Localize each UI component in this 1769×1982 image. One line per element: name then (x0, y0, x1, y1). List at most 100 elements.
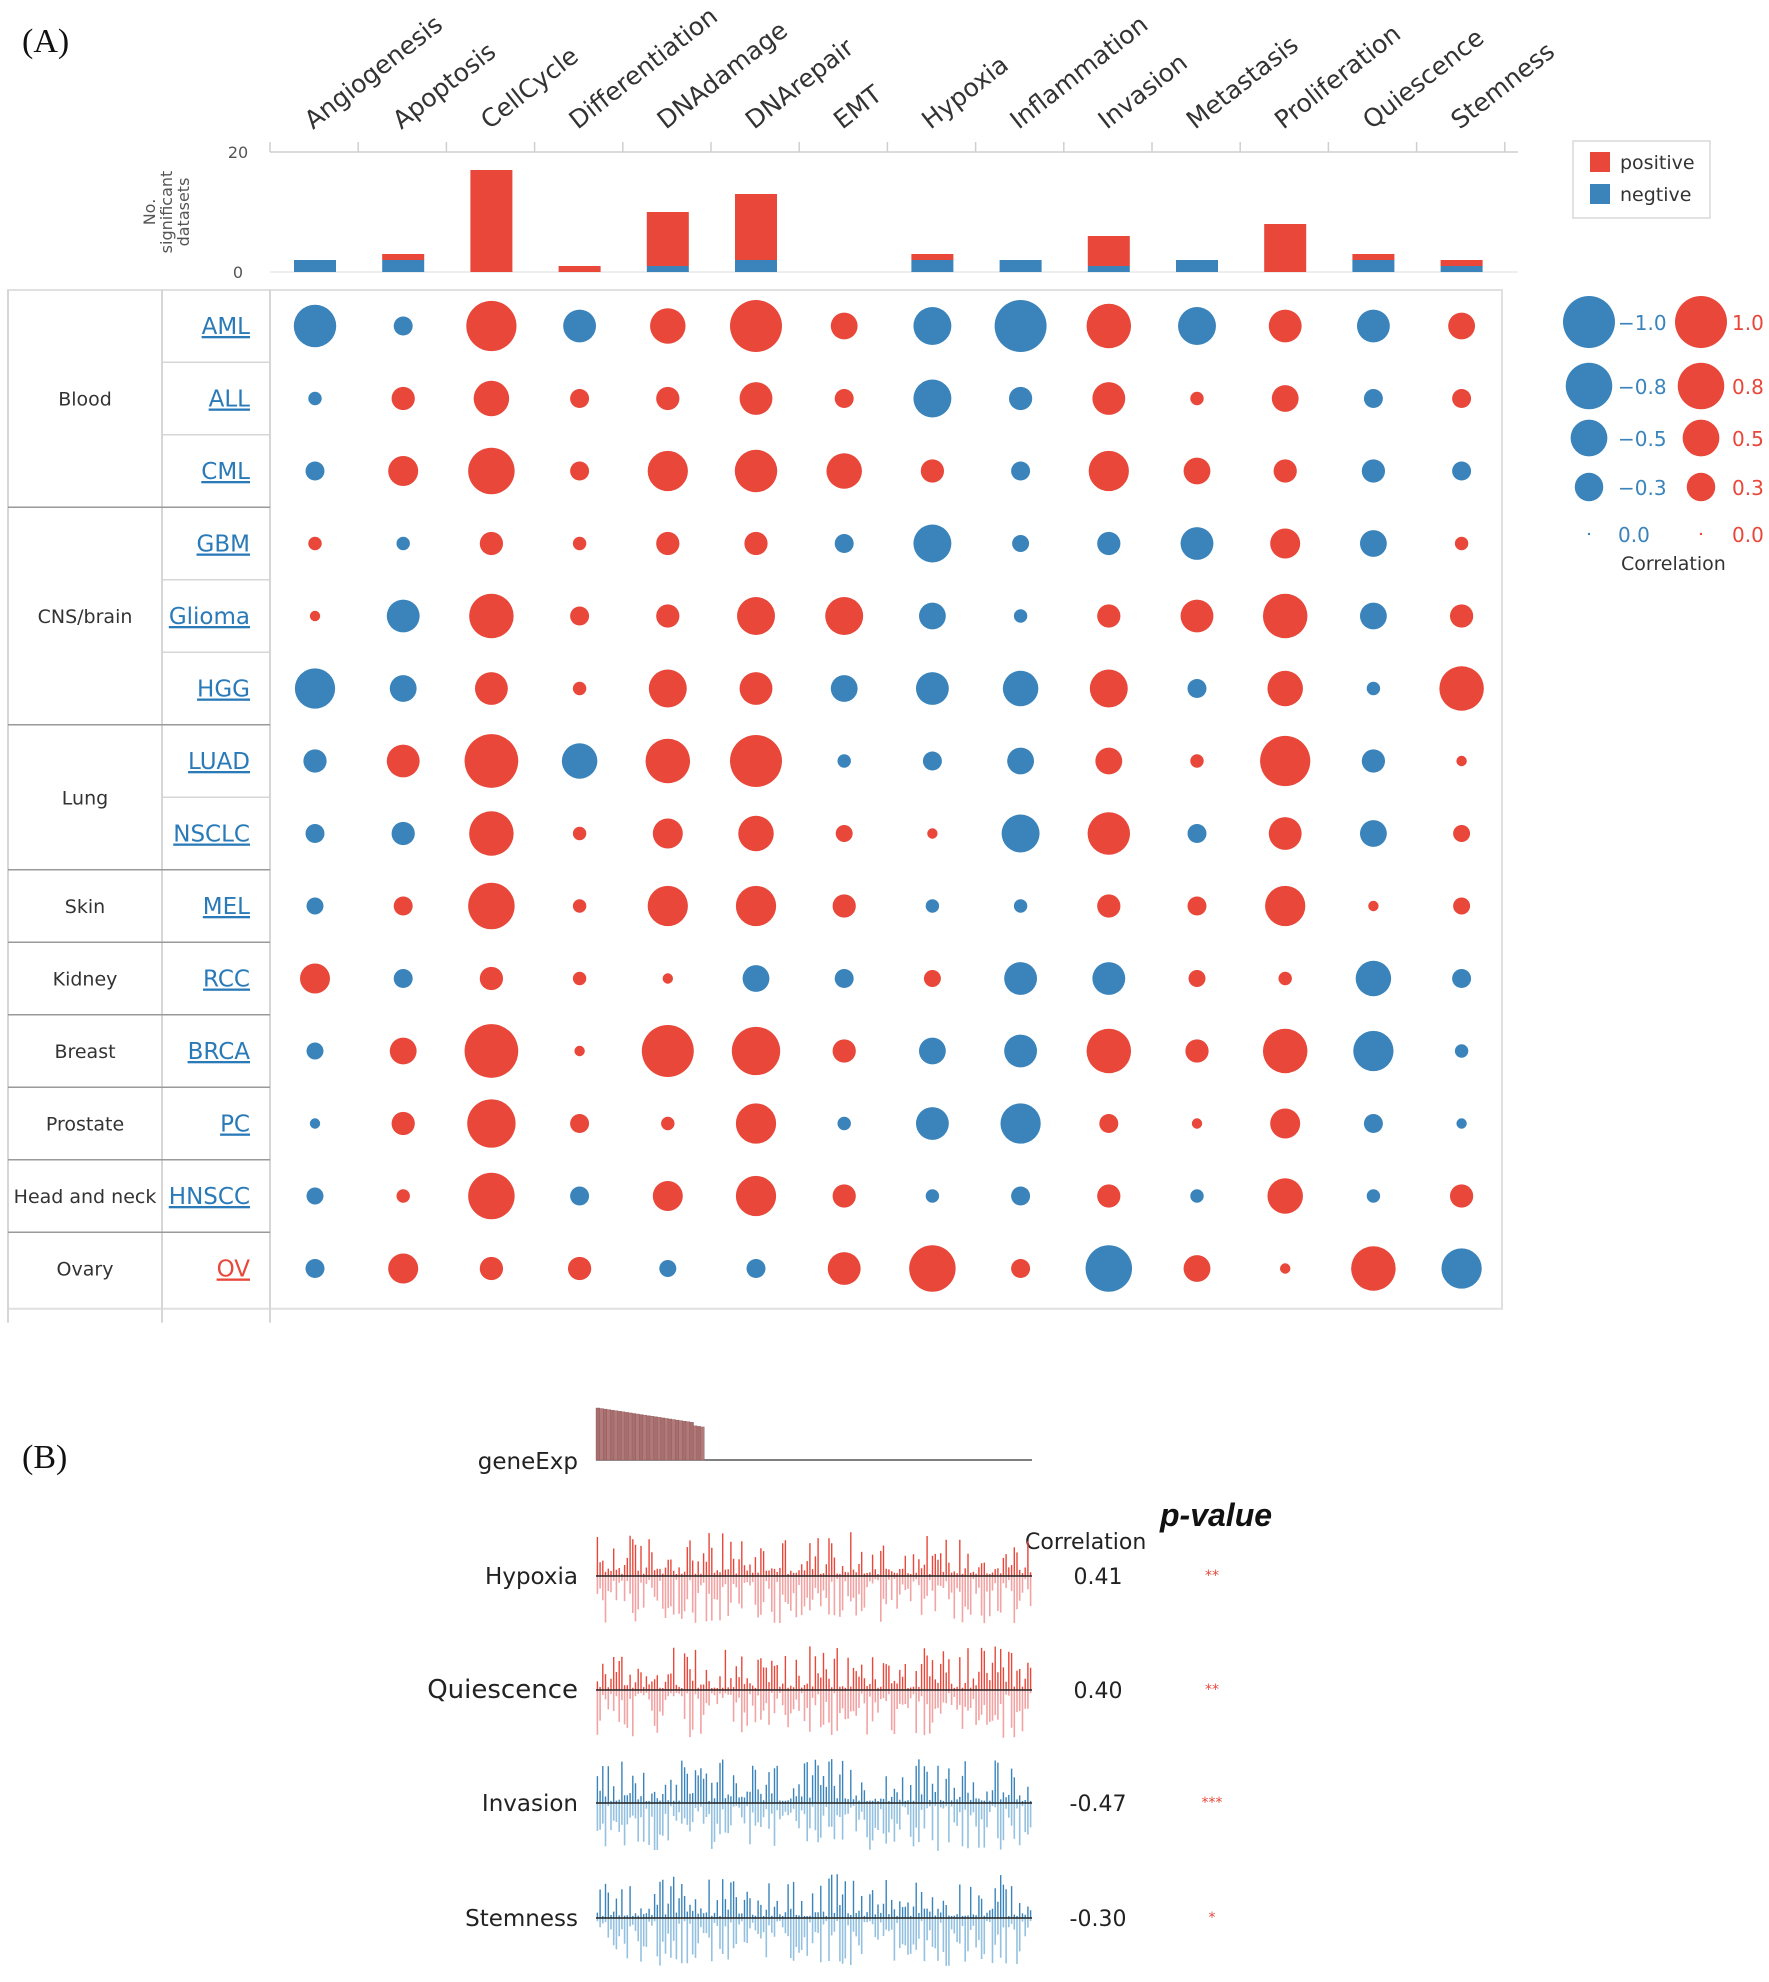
bubble-rcc-dnarepair (742, 965, 770, 992)
bubble-rcc-emt (834, 969, 854, 988)
gene-expression-bar (671, 1419, 676, 1461)
tissue-label-blood: Blood (58, 389, 112, 411)
bubble-brca-emt (832, 1039, 856, 1063)
gene-expression-bar (689, 1422, 694, 1461)
cancer-type-link-all[interactable]: ALL (209, 387, 251, 413)
cancer-type-link-glioma[interactable]: Glioma (169, 604, 250, 630)
tissue-label-ovary: Ovary (57, 1259, 114, 1281)
size-legend-negative-label: −0.8 (1618, 375, 1667, 399)
bubble-ov-dnadamage (659, 1260, 677, 1277)
bubble-brca-apoptosis (389, 1037, 417, 1065)
bar-negative-inflammation (999, 260, 1042, 272)
bubble-luad-proliferation (1260, 735, 1311, 787)
bubble-glioma-emt (825, 597, 864, 635)
bubble-mel-apoptosis (393, 896, 413, 916)
bubble-pc-differentiation (570, 1114, 590, 1133)
bubble-mel-metastasis (1187, 896, 1207, 916)
correlation-value-hypoxia: 0.41 (1074, 1565, 1123, 1590)
bubble-gbm-dnadamage (656, 531, 680, 556)
gene-expression-bar (599, 1408, 604, 1461)
bubble-glioma-inflammation (1013, 609, 1028, 623)
tissue-label-head-and-neck: Head and neck (14, 1186, 157, 1208)
cancer-type-link-ov[interactable]: OV (217, 1257, 251, 1283)
expression-correlation-panel: geneExp Correlation p-value Hypoxia 0.41 ** Qu… (427, 1407, 1272, 1966)
bubble-pc-metastasis (1191, 1118, 1203, 1129)
cancer-type-link-cml[interactable]: CML (201, 459, 250, 485)
bubble-hgg-hypoxia (915, 672, 949, 705)
bubble-ov-dnarepair (746, 1259, 766, 1278)
bubble-rcc-cellcycle (479, 966, 504, 991)
cancer-type-link-hnscc[interactable]: HNSCC (169, 1184, 250, 1210)
cancer-type-link-gbm[interactable]: GBM (197, 532, 250, 558)
cancer-type-link-rcc[interactable]: RCC (203, 967, 250, 993)
bar-negative-invasion (1087, 266, 1130, 272)
size-legend-positive-dot (1677, 362, 1725, 410)
size-legend-positive-dot (1682, 419, 1720, 457)
bubble-hnscc-hypoxia (925, 1189, 940, 1203)
cancer-type-link-aml[interactable]: AML (202, 314, 251, 340)
bubble-luad-hypoxia (922, 751, 942, 771)
bubble-pc-quiescence (1363, 1114, 1383, 1133)
bubble-gbm-cellcycle (479, 531, 504, 556)
bubble-nsclc-proliferation (1268, 817, 1302, 850)
gene-expression-bar (667, 1418, 673, 1461)
gene-expression-bar (696, 1426, 701, 1461)
bubble-ov-metastasis (1183, 1255, 1211, 1282)
gene-expression-bar (653, 1416, 658, 1461)
cancer-type-link-pc[interactable]: PC (220, 1112, 250, 1138)
bubble-rcc-hypoxia (923, 970, 941, 987)
bar-ytick-min: 0 (233, 263, 243, 282)
bubble-ov-inflammation (1011, 1259, 1031, 1278)
bubble-luad-quiescence (1361, 749, 1386, 773)
gene-expression-bar (682, 1420, 687, 1461)
bubble-ov-stemness (1441, 1248, 1482, 1289)
size-legend-positive-label: 0.8 (1732, 375, 1764, 399)
cancer-type-link-hgg[interactable]: HGG (197, 677, 250, 703)
gene-expression-bar (603, 1408, 608, 1461)
bubble-gbm-angiogenesis (308, 536, 322, 551)
bubble-chart (293, 300, 1484, 1292)
bubble-rcc-dnadamage (662, 973, 673, 984)
bubble-rcc-proliferation (1278, 971, 1292, 986)
bubble-cml-stemness (1452, 461, 1472, 481)
track-label-invasion: Invasion (482, 1791, 578, 1817)
cancer-type-link-brca[interactable]: BRCA (188, 1039, 251, 1065)
bubble-aml-inflammation (994, 300, 1047, 352)
bubble-cml-metastasis (1183, 457, 1211, 485)
pvalue-stars-quiescence: ** (1205, 1682, 1219, 1698)
bubble-rcc-metastasis (1188, 970, 1206, 987)
bubble-pc-dnadamage (661, 1116, 675, 1131)
pvalue-header: p-value (1159, 1497, 1272, 1533)
legend-positive-swatch (1590, 152, 1610, 172)
cancer-type-link-nsclc[interactable]: NSCLC (173, 822, 250, 848)
bubble-aml-proliferation (1268, 309, 1302, 343)
bubble-luad-apoptosis (386, 744, 420, 778)
bubble-nsclc-inflammation (1001, 814, 1040, 853)
bubble-all-hypoxia (913, 379, 952, 418)
cancer-type-link-luad[interactable]: LUAD (188, 749, 250, 775)
bubble-mel-inflammation (1013, 899, 1028, 913)
bubble-glioma-dnarepair (737, 597, 775, 635)
correlation-value-invasion: -0.47 (1070, 1792, 1127, 1817)
bubble-brca-dnarepair (731, 1026, 781, 1076)
size-legend-negative-dot (1565, 362, 1613, 410)
bar-negative-apoptosis (382, 260, 425, 272)
bubble-all-invasion (1092, 382, 1126, 415)
bubble-hnscc-dnarepair (735, 1175, 777, 1217)
bubble-nsclc-apoptosis (391, 821, 415, 846)
bubble-pc-angiogenesis (309, 1118, 321, 1129)
correlation-value-quiescence: 0.40 (1074, 1679, 1123, 1704)
bar-ytick-max: 20 (228, 143, 248, 162)
bubble-glioma-differentiation (570, 606, 590, 626)
track-below-quiescence (596, 1690, 1032, 1738)
size-legend-positive-label: 0.5 (1732, 427, 1764, 451)
bubble-brca-invasion (1086, 1028, 1132, 1074)
bubble-all-metastasis (1190, 391, 1204, 406)
pvalue-stars-invasion: *** (1202, 1795, 1223, 1811)
bubble-luad-metastasis (1190, 754, 1204, 768)
tissue-label-prostate: Prostate (46, 1114, 124, 1136)
bubble-mel-dnarepair (735, 885, 777, 927)
cancer-type-link-mel[interactable]: MEL (203, 894, 250, 920)
bubble-ov-angiogenesis (305, 1259, 325, 1278)
